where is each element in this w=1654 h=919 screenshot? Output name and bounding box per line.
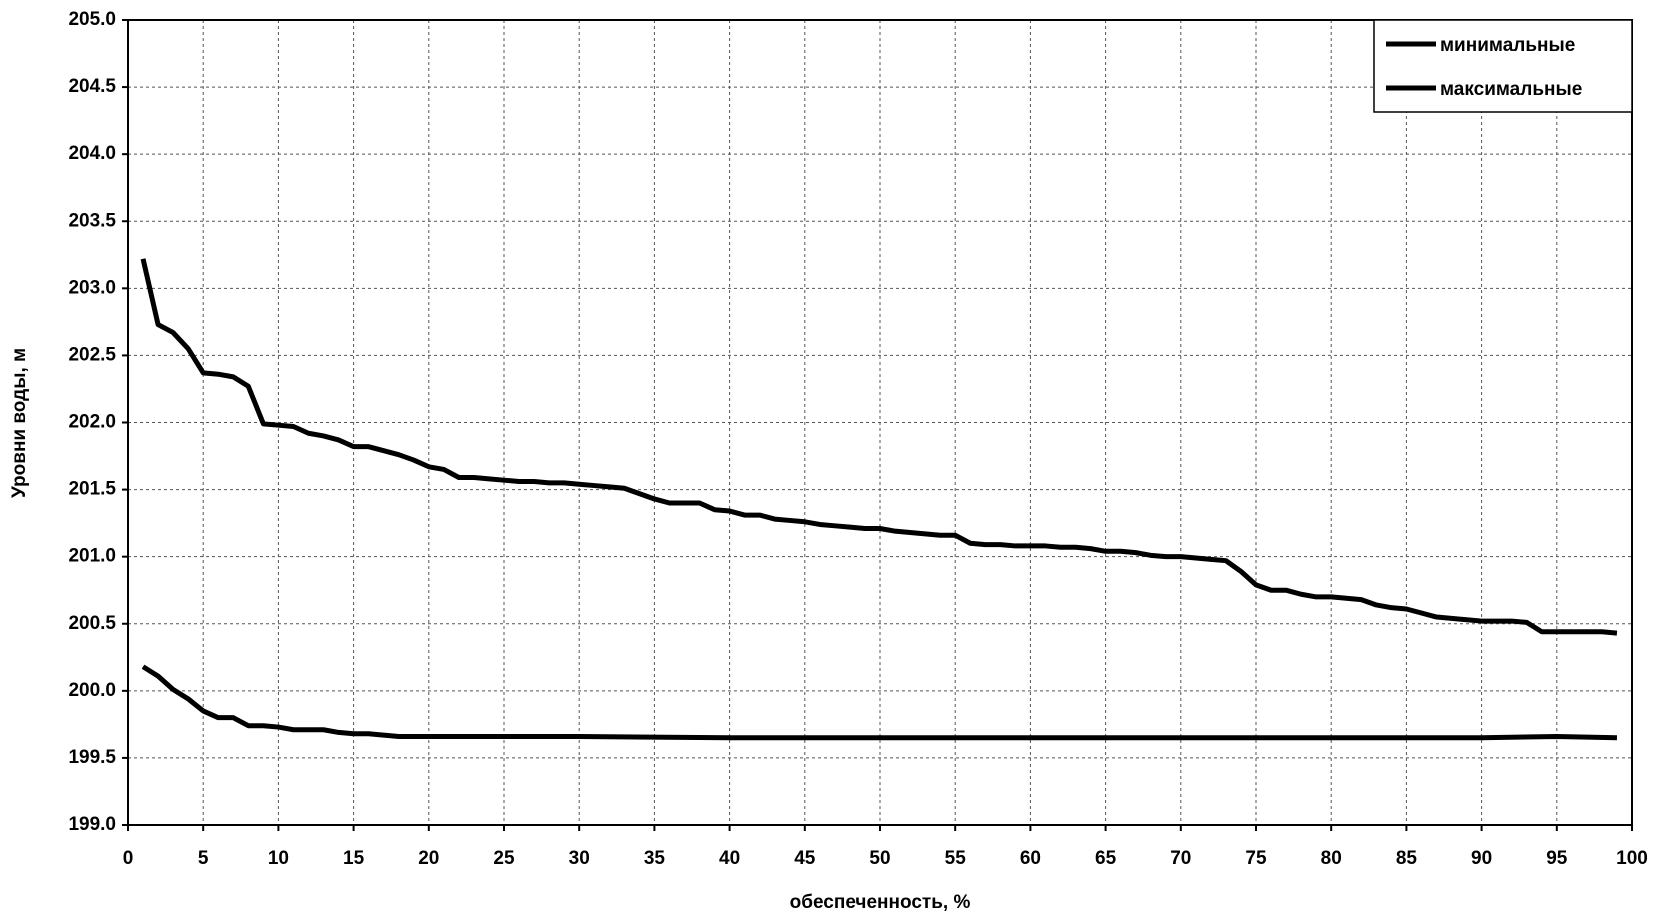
y-axis-label: Уровни воды, м [9,348,30,498]
legend-box [1373,19,1633,113]
x-tick-label: 85 [1396,848,1418,869]
y-tick-label: 205.0 [68,9,116,30]
x-axis-label: обеспеченность, % [790,892,971,913]
y-tick-label: 204.0 [68,143,116,164]
x-tick-label: 60 [1020,848,1041,869]
y-tick-label: 203.5 [68,210,116,231]
x-tick-label: 50 [869,848,890,869]
y-tick-label: 199.0 [68,814,116,835]
y-tick-label: 202.0 [68,412,116,433]
y-tick-label: 199.5 [68,747,116,768]
x-tick-label: 40 [719,848,740,869]
x-tick-label: 5 [198,848,209,869]
x-tick-label: 95 [1546,848,1568,869]
y-tick-label: 202.5 [68,344,116,365]
data-line [140,258,1618,636]
x-tick-label: 100 [1616,848,1648,869]
x-tick-label: 90 [1471,848,1492,869]
y-tick-label: 200.5 [68,613,116,634]
x-tick-label: 65 [1095,848,1117,869]
x-tick-label: 75 [1245,848,1267,869]
y-tick-label: 204.5 [68,76,116,97]
x-tick-label: 35 [644,848,666,869]
x-tick-label: 15 [343,848,365,869]
y-tick-label: 200.0 [68,680,116,701]
plot-frame [127,19,1633,826]
x-tick-label: 70 [1170,848,1191,869]
x-tick-label: 80 [1321,848,1342,869]
x-tick-label: 30 [569,848,590,869]
x-tick-label: 55 [945,848,967,869]
data-line [141,664,1618,741]
legend-label: максимальные [1440,79,1582,100]
y-tick-label: 201.5 [68,479,116,500]
x-tick-label: 45 [794,848,816,869]
x-tick-label: 20 [418,848,439,869]
x-tick-label: 25 [493,848,515,869]
legend-label: минимальные [1440,35,1575,56]
x-tick-label: 10 [268,848,289,869]
y-tick-label: 201.0 [68,546,116,567]
y-tick-label: 203.0 [68,277,116,298]
x-tick-label: 0 [123,848,134,869]
